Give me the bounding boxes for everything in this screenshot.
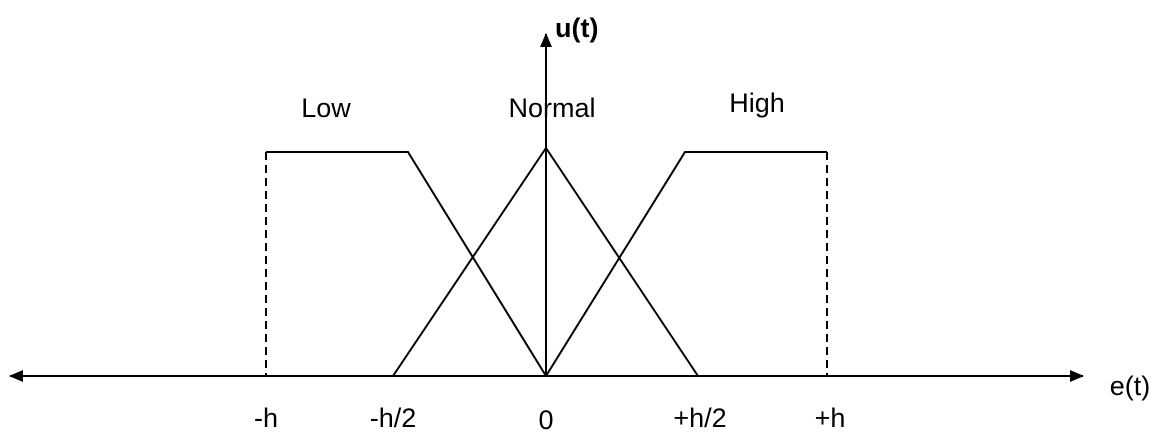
x-tick-label: +h	[815, 403, 846, 433]
normal-set	[392, 146, 699, 377]
set-label: High	[729, 88, 785, 118]
low-set	[266, 151, 547, 377]
set-label: Normal	[508, 93, 595, 123]
set-label: Low	[301, 93, 351, 123]
x-axis-label: e(t)	[1110, 371, 1151, 401]
high-set	[545, 151, 827, 377]
x-tick-label: -h	[254, 403, 278, 433]
y-axis-label: u(t)	[555, 13, 598, 43]
x-tick-label: -h/2	[370, 403, 417, 433]
x-tick-label: 0	[538, 405, 553, 435]
x-tick-label: +h/2	[673, 403, 726, 433]
